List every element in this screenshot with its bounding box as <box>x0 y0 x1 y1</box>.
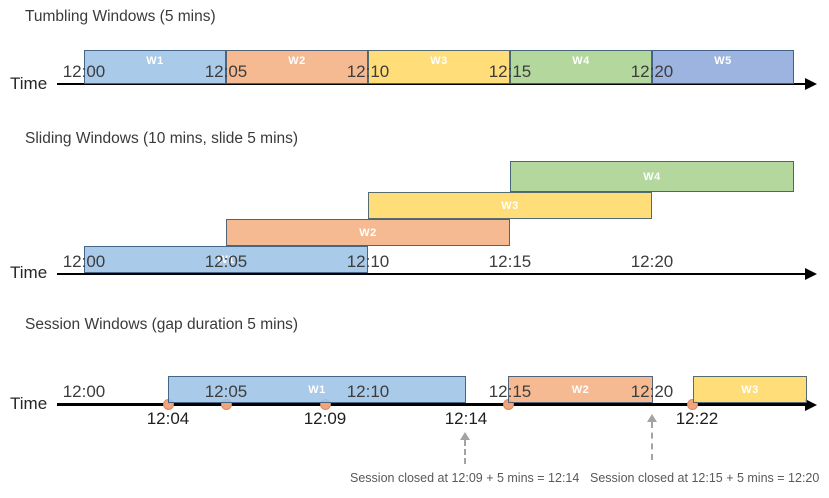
tumbling-section-title: Tumbling Windows (5 mins) <box>25 8 216 25</box>
event-time-label: 12:09 <box>303 409 347 428</box>
event-dot <box>686 398 698 410</box>
window-box: W4 <box>510 161 794 192</box>
tick-label: 12:15 <box>488 62 532 81</box>
window-label: W1 <box>308 383 326 396</box>
window-box: W3 <box>368 50 510 84</box>
window-label: W4 <box>572 55 590 67</box>
session-closed-annotation-2: Session closed at 12:15 + 5 mins = 12:20 <box>590 471 820 485</box>
event-time-label: 12:22 <box>675 409 719 428</box>
time-axis-line <box>57 403 806 406</box>
tick-label: 12:20 <box>630 382 674 401</box>
arrow-head-icon <box>460 432 470 440</box>
window-box: W1 <box>84 50 226 84</box>
session-time-axis-label: Time <box>10 394 48 413</box>
time-axis-arrow-icon <box>805 398 817 411</box>
event-time-label: 12:14 <box>444 409 488 428</box>
window-label: W3 <box>741 383 759 396</box>
window-box: W2 <box>508 376 653 403</box>
event-time-label: 12:04 <box>146 409 190 428</box>
session-section-title: Session Windows (gap duration 5 mins) <box>25 316 299 333</box>
time-axis-arrow-icon <box>805 78 817 90</box>
tick-label: 12:00 <box>62 382 106 401</box>
window-label: W2 <box>359 226 377 239</box>
session-closed-annotation-1: Session closed at 12:09 + 5 mins = 12:14 <box>350 471 580 485</box>
window-label: W2 <box>571 383 590 396</box>
window-label: W1 <box>217 253 235 266</box>
tick-label: 12:10 <box>346 382 390 401</box>
window-label: W4 <box>643 170 661 183</box>
tick-label: 12:10 <box>346 252 390 271</box>
sliding-section-title: Sliding Windows (10 mins, slide 5 mins) <box>25 130 299 147</box>
time-axis-arrow-icon <box>805 268 817 280</box>
arrow-stem <box>464 440 466 464</box>
arrow-stem <box>651 422 653 460</box>
tick-label: 12:00 <box>62 62 106 81</box>
window-box: W2 <box>226 50 368 84</box>
window-label: W1 <box>146 55 164 67</box>
tick-label: 12:00 <box>62 252 106 271</box>
window-box: W3 <box>368 192 652 219</box>
window-label: W2 <box>288 55 306 67</box>
window-box: W1 <box>168 376 466 403</box>
tick-label: 12:15 <box>488 382 532 401</box>
window-box: W3 <box>693 376 807 403</box>
window-label: W5 <box>714 55 732 67</box>
tick-label: 12:20 <box>630 62 674 81</box>
window-label: W3 <box>430 55 448 67</box>
tick-label: 12:05 <box>204 252 248 271</box>
tumbling-time-axis-label: Time <box>10 74 48 93</box>
tick-label: 12:05 <box>204 382 248 401</box>
window-label: W3 <box>501 199 519 212</box>
arrow-head-icon <box>647 414 657 422</box>
window-box: W1 <box>84 246 368 273</box>
window-box: W4 <box>510 50 652 84</box>
time-axis-line <box>57 273 806 275</box>
sliding-time-axis-label: Time <box>10 263 48 282</box>
time-axis-line <box>57 83 806 85</box>
tick-label: 12:05 <box>204 62 248 81</box>
window-box: W2 <box>226 219 510 246</box>
tick-label: 12:15 <box>488 252 532 271</box>
tick-label: 12:10 <box>346 62 390 81</box>
tick-label: 12:20 <box>630 252 674 271</box>
window-box: W5 <box>652 50 794 84</box>
